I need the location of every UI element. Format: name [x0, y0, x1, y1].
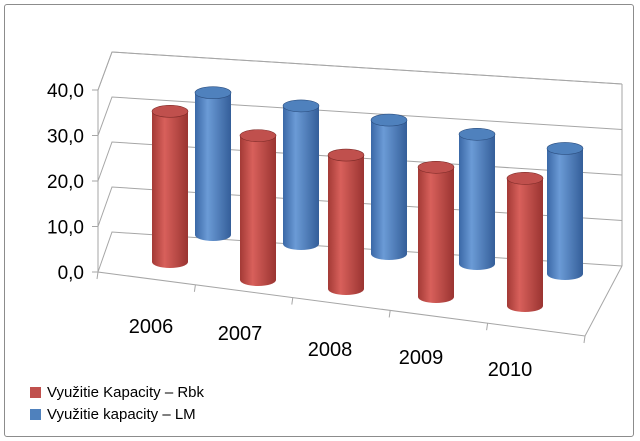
- bar-lm-2009-top: [458, 127, 496, 141]
- bar-rbk-2009-body: [418, 167, 454, 303]
- bar-rbk-2009: [417, 160, 455, 303]
- legend-label: Využitie Kapacity – Rbk: [47, 383, 205, 401]
- y-tick-label: 20,0: [47, 172, 84, 193]
- x-tick-mark: [388, 310, 391, 318]
- x-tick-label: 2009: [399, 347, 444, 369]
- bars: [151, 86, 584, 312]
- bar-lm-2008-body: [371, 120, 407, 260]
- bar-lm-2007: [282, 99, 320, 251]
- y-tick-label: 30,0: [47, 127, 84, 148]
- bar-lm-2006: [194, 86, 232, 242]
- x-tick-label: 2007: [218, 323, 263, 345]
- y-tick-label: 10,0: [47, 218, 84, 239]
- x-tick-label: 2010: [488, 359, 533, 381]
- bar-lm-2008: [370, 113, 408, 260]
- y-tick-label: 0,0: [58, 263, 84, 284]
- gridline: [97, 96, 623, 136]
- bar-rbk-2006-top: [151, 105, 189, 118]
- bar-lm-2006-body: [195, 92, 231, 242]
- legend: Využitie Kapacity – Rbk Využitie kapacity…: [30, 381, 204, 425]
- bar-lm-2007-top: [282, 99, 320, 113]
- bar-lm-2009-body: [459, 134, 495, 270]
- bar-rbk-2010-body: [507, 178, 543, 312]
- gridline: [97, 141, 623, 182]
- x-tick-label: 2006: [129, 316, 174, 338]
- axis-labels: 0,0 10,0 20,0 30,0 40,0 2006 2007 2008 2009 2010: [47, 81, 532, 381]
- bar-lm-2010-body: [547, 148, 583, 280]
- x-tick-mark: [486, 323, 489, 331]
- bar-rbk-2007: [239, 129, 277, 286]
- legend-swatch: [30, 386, 41, 398]
- bar-rbk-2010: [506, 172, 544, 312]
- legend-label: Využitie kapacity – LM: [47, 405, 196, 423]
- legend-item: Využitie Kapacity – Rbk: [30, 381, 204, 403]
- x-tick-mark: [291, 297, 294, 305]
- x-tick-label: 2008: [308, 339, 353, 361]
- bar-rbk-2007-top: [239, 129, 277, 142]
- bar-lm-2006-top: [194, 86, 232, 100]
- x-tick-mark: [193, 284, 196, 292]
- y-tick-label: 40,0: [47, 81, 84, 102]
- legend-swatch: [30, 408, 41, 420]
- bar-lm-2009: [458, 127, 496, 270]
- bar-rbk-2007-body: [240, 135, 276, 286]
- bar-lm-2008-top: [370, 113, 408, 127]
- bar-lm-2010-top: [546, 142, 584, 155]
- x-tick-mark: [96, 271, 99, 280]
- bar-lm-2010: [546, 142, 584, 280]
- gridline: [97, 51, 623, 91]
- legend-item: Využitie kapacity – LM: [30, 403, 204, 425]
- bar-rbk-2010-top: [506, 172, 544, 185]
- bar-rbk-2006-body: [152, 111, 188, 268]
- bar-rbk-2008: [327, 148, 365, 295]
- bar-rbk-2008-top: [327, 148, 365, 162]
- bar-rbk-2008-body: [328, 155, 364, 295]
- bar-rbk-2009-top: [417, 160, 455, 174]
- bar-lm-2007-body: [283, 105, 319, 251]
- x-tick-mark: [583, 335, 586, 344]
- bar-rbk-2006: [151, 105, 189, 268]
